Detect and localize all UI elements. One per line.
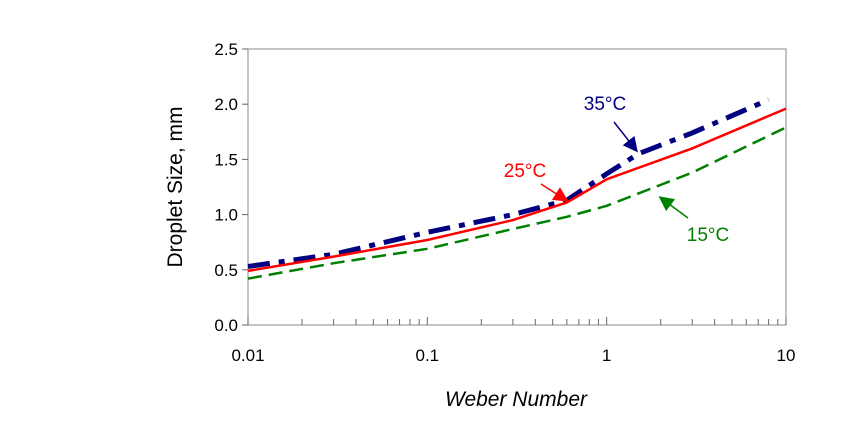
series-line-15c: [247, 126, 787, 280]
x-axis-label: Weber Number: [445, 388, 588, 411]
x-tick-label: 0.01: [231, 346, 264, 365]
annotation-arrow: [540, 183, 569, 202]
y-tick-label: 2.5: [214, 40, 238, 59]
annotation-arrow: [658, 196, 689, 219]
annotation-arrow: [613, 121, 638, 153]
plot-area: [247, 48, 787, 326]
y-tick-label: 2.0: [214, 95, 238, 114]
y-tick-label: 1.0: [214, 206, 238, 225]
annotation-label: 15°C: [687, 225, 729, 246]
y-tick-label: 1.5: [214, 150, 238, 169]
x-tick-label: 0.1: [416, 346, 440, 365]
annotation-label: 25°C: [504, 161, 546, 182]
y-tick-label: 0.0: [214, 316, 238, 335]
x-tick-label: 1: [602, 346, 611, 365]
x-tick-label: 10: [777, 346, 796, 365]
series-line-25c: [247, 107, 787, 273]
annotation-label: 35°C: [584, 94, 626, 115]
y-axis-label: Droplet Size, mm: [164, 106, 187, 267]
y-tick-label: 0.5: [214, 261, 238, 280]
